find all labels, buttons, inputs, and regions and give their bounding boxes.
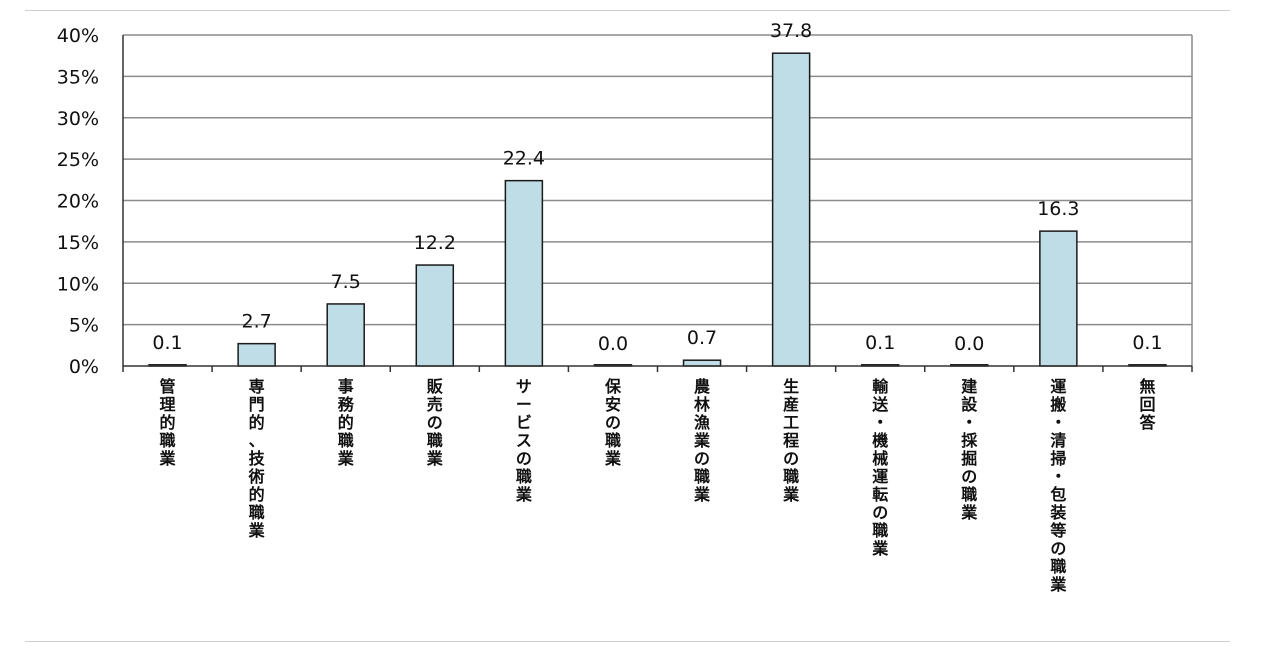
category-label: 農林漁業の職業 — [693, 377, 711, 504]
y-tick-label: 20% — [57, 191, 99, 213]
data-label: 0.0 — [598, 333, 628, 355]
data-labels: 0.1 2.7 7.5 12.2 22.4 0.0 0.7 37.8 0.1 0.0 16.3 0.1 — [152, 20, 1162, 355]
category-label: 専門的、技術的職業 — [248, 377, 266, 540]
data-label: 16.3 — [1037, 198, 1079, 220]
category-label: 保安の職業 — [604, 377, 622, 468]
category-label: 管理的職業 — [159, 377, 177, 468]
data-label: 22.4 — [503, 148, 545, 170]
category-label: 販売の職業 — [426, 377, 444, 468]
data-label: 0.0 — [954, 333, 984, 355]
category-label: サービスの職業 — [515, 377, 533, 504]
gridlines — [123, 34, 1192, 326]
category-label: 無回答 — [1139, 377, 1156, 432]
bar — [771, 52, 811, 367]
data-label: 7.5 — [331, 271, 361, 293]
bar — [415, 264, 455, 367]
bar-chart: 0% 5% 10% 15% 20% 25% 30% 35% 40% 0.1 2.7 7.5 12.2 2… — [57, 20, 1193, 594]
category-label: 輸送・機械運転の職業 — [871, 377, 889, 558]
bars — [148, 52, 1167, 367]
category-label: 事務的職業 — [337, 377, 355, 468]
chart-frame: 0% 5% 10% 15% 20% 25% 30% 35% 40% 0.1 2.7 7.5 12.2 2… — [25, 10, 1230, 642]
axes — [122, 35, 1193, 372]
data-label: 0.1 — [865, 332, 895, 354]
data-label: 0.1 — [1132, 332, 1162, 354]
y-tick-label: 15% — [57, 232, 99, 254]
y-tick-label: 25% — [57, 149, 99, 171]
bar — [326, 303, 365, 367]
y-tick-label: 5% — [69, 315, 99, 337]
y-tick-label: 10% — [57, 273, 99, 295]
data-label: 12.2 — [414, 232, 456, 254]
bar — [1039, 230, 1078, 367]
data-label: 2.7 — [242, 311, 272, 333]
category-label: 生産工程の職業 — [782, 377, 800, 504]
category-label: 運搬・清掃・包装等の職業 — [1049, 377, 1067, 594]
bar — [504, 179, 544, 367]
y-tick-label: 30% — [57, 108, 99, 130]
data-label: 0.1 — [152, 332, 182, 354]
y-tick-label: 40% — [57, 25, 99, 47]
category-label: 建設・採掘の職業 — [960, 377, 978, 522]
y-tick-label: 0% — [69, 356, 99, 378]
data-label: 37.8 — [770, 20, 812, 42]
category-labels: 管理的職業 専門的、技術的職業 事務的職業 販売の職業 サービスの職業 保安の職業 農林漁業… — [159, 377, 1157, 594]
y-tick-label: 35% — [57, 66, 99, 88]
data-label: 0.7 — [687, 327, 717, 349]
y-tick-labels: 0% 5% 10% 15% 20% 25% 30% 35% 40% — [57, 25, 99, 378]
bar — [237, 342, 276, 367]
bar — [682, 359, 722, 367]
